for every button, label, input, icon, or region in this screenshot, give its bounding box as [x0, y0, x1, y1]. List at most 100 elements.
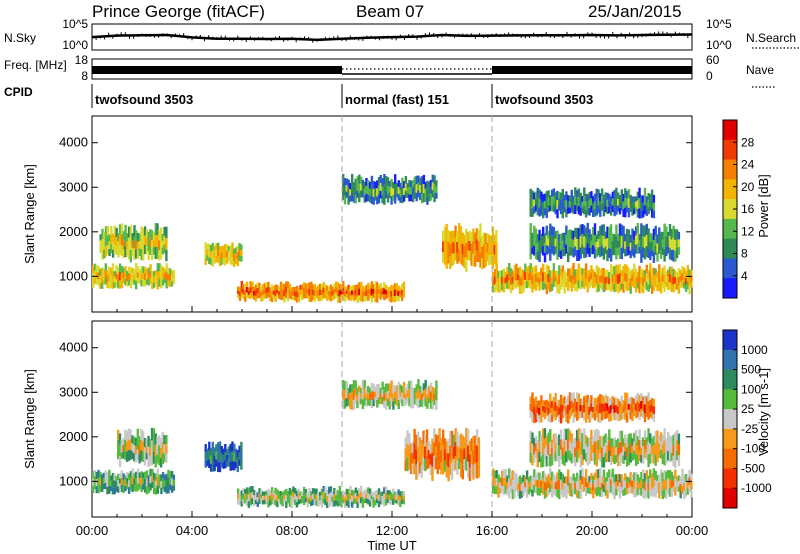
- data-cell: [609, 479, 613, 486]
- data-cell: [568, 489, 572, 496]
- data-cell: [372, 188, 375, 197]
- data-cell: [301, 492, 304, 496]
- data-cell: [602, 484, 606, 493]
- data-cell: [172, 274, 176, 280]
- data-cell: [149, 264, 152, 271]
- data-cell: [643, 404, 647, 414]
- data-cell: [547, 190, 550, 198]
- data-cell: [122, 272, 125, 278]
- data-cell: [556, 209, 559, 219]
- data-cell: [356, 296, 359, 303]
- data-cell: [395, 495, 398, 500]
- data-cell: [233, 248, 236, 255]
- data-cell: [574, 227, 577, 238]
- data-cell: [117, 233, 120, 242]
- data-cell: [638, 394, 641, 404]
- data-cell: [292, 291, 295, 296]
- data-cell: [633, 472, 636, 481]
- data-cell: [347, 501, 350, 508]
- data-cell: [609, 438, 613, 448]
- data-cell: [102, 274, 106, 280]
- data-cell: [649, 487, 652, 496]
- data-cell: [97, 272, 100, 279]
- data-cell: [552, 488, 556, 496]
- data-cell: [379, 387, 382, 394]
- data-cell: [604, 246, 607, 255]
- data-cell: [677, 486, 681, 492]
- data-cell: [611, 468, 614, 478]
- data-cell: [558, 414, 561, 422]
- data-cell: [367, 288, 370, 295]
- data-cell: [395, 182, 399, 188]
- data-cell: [558, 469, 561, 480]
- data-cell: [474, 449, 477, 464]
- data-cell: [234, 247, 238, 253]
- data-cell: [491, 254, 495, 269]
- data-cell: [454, 428, 457, 443]
- data-cell: [370, 281, 373, 289]
- data-cell: [161, 266, 165, 274]
- data-cell: [645, 488, 648, 498]
- data-cell: [459, 251, 463, 264]
- data-cell: [581, 484, 584, 493]
- data-cell: [495, 254, 498, 267]
- data-cell: [650, 405, 654, 412]
- data-cell: [581, 398, 584, 406]
- data-cell: [249, 292, 252, 299]
- data-cell: [629, 404, 632, 412]
- data-cell: [649, 400, 652, 406]
- data-cell: [283, 498, 286, 503]
- data-cell: [206, 460, 209, 467]
- data-cell: [517, 489, 520, 496]
- data-cell: [613, 412, 616, 421]
- data-cell: [611, 454, 614, 463]
- data-cell: [570, 197, 573, 205]
- data-cell: [650, 248, 654, 257]
- data-cell: [170, 470, 174, 479]
- noise-right-tick-bottom: 10^0: [706, 38, 732, 52]
- data-cell: [420, 465, 423, 478]
- data-cell: [654, 280, 657, 287]
- data-cell: [534, 191, 538, 199]
- data-cell: [670, 239, 673, 250]
- data-cell: [358, 295, 361, 302]
- data-cell: [151, 475, 154, 482]
- data-cell: [506, 482, 509, 489]
- data-cell: [372, 284, 375, 289]
- data-cell: [272, 489, 275, 495]
- data-cell: [677, 455, 681, 466]
- data-cell: [543, 448, 547, 460]
- data-cell: [224, 244, 227, 252]
- data-cell: [156, 468, 159, 477]
- data-cell: [602, 236, 606, 248]
- data-cell: [538, 229, 541, 241]
- data-cell: [489, 245, 493, 255]
- data-cell: [558, 249, 561, 257]
- data-cell: [138, 248, 141, 256]
- y-tick-label: 1000: [59, 268, 88, 283]
- data-cell: [376, 188, 379, 197]
- data-cell: [563, 453, 566, 466]
- data-cell: [117, 249, 120, 258]
- data-cell: [577, 197, 581, 206]
- data-cell: [568, 201, 572, 208]
- data-cell: [443, 226, 447, 240]
- data-cell: [547, 282, 550, 291]
- data-cell: [150, 440, 154, 453]
- data-cell: [661, 267, 664, 275]
- data-cell: [133, 279, 136, 285]
- data-cell: [379, 398, 382, 404]
- data-cell: [324, 499, 327, 506]
- data-cell: [536, 472, 539, 480]
- data-cell: [584, 452, 588, 462]
- data-cell: [354, 396, 357, 404]
- data-cell: [602, 403, 606, 412]
- frequency-left-tick-top: 18: [75, 53, 89, 67]
- data-cell: [617, 485, 620, 492]
- data-cell: [629, 270, 632, 279]
- data-cell: [684, 489, 688, 497]
- data-cell: [304, 493, 308, 498]
- data-cell: [586, 456, 589, 466]
- data-cell: [93, 482, 97, 490]
- data-cell: [533, 274, 536, 282]
